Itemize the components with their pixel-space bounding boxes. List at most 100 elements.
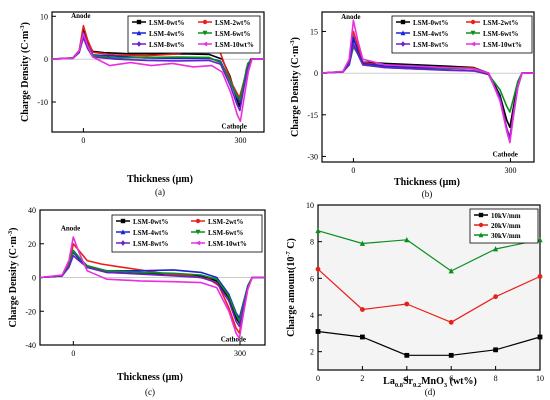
legend-swatch-marker bbox=[202, 30, 208, 36]
chart-panel-d: 2 4 6 8 10 0 2 4 6 8 10 La0.8Sr0.2MnO3 (wt%) Charge … bbox=[285, 201, 544, 397]
legend-entry: LSM-8wt% bbox=[133, 240, 168, 248]
legend: LSM-0wt% LSM-2wt% LSM-4wt% LSM-6wt% LSM-8wt%… bbox=[111, 214, 263, 253]
series-line-lsm-8wt- bbox=[51, 36, 264, 112]
y-tick-label: -30 bbox=[307, 152, 318, 161]
data-point bbox=[404, 236, 410, 243]
legend-entry: LSM-0wt% bbox=[413, 19, 448, 27]
legend-swatch-marker bbox=[202, 41, 208, 47]
legend-swatch-marker bbox=[478, 222, 484, 228]
data-point bbox=[360, 334, 365, 340]
panel-label: (b) bbox=[422, 189, 433, 199]
y-tick-label: 4 bbox=[310, 311, 314, 320]
y-tick-label: 10 bbox=[306, 201, 314, 210]
data-point bbox=[315, 266, 321, 272]
series-line-20kv-mm bbox=[317, 268, 541, 323]
legend-entry: LSM-8wt% bbox=[413, 41, 448, 49]
y-tick-label: 8 bbox=[310, 238, 314, 247]
legend-entry: LSM-6wt% bbox=[483, 30, 518, 38]
data-point bbox=[448, 268, 454, 274]
legend: LSM-0wt% LSM-2wt% LSM-4wt% LSM-6wt% LSM-8wt%… bbox=[391, 15, 533, 54]
x-tick-label: 4 bbox=[405, 374, 409, 383]
plot-frame bbox=[321, 11, 535, 163]
series-line-lsm-8wt- bbox=[321, 43, 534, 140]
legend-entry: LSM-6wt% bbox=[208, 229, 243, 237]
legend-entry: LSM-10wt% bbox=[208, 240, 247, 248]
y-tick-label: 10 bbox=[40, 12, 48, 21]
legend-swatch-marker bbox=[202, 19, 208, 25]
x-tick-label: 2 bbox=[360, 374, 364, 383]
data-point bbox=[359, 307, 365, 312]
legend-entry: LSM-0wt% bbox=[133, 218, 168, 226]
legend-swatch-marker bbox=[470, 41, 476, 47]
x-tick-label: 0 bbox=[71, 349, 75, 358]
legend-swatch-marker bbox=[120, 240, 126, 246]
legend-entry: LSM-4wt% bbox=[413, 30, 448, 38]
legend-swatch-marker bbox=[195, 218, 201, 224]
series-line-lsm-10wt- bbox=[39, 236, 265, 340]
data-point bbox=[537, 274, 543, 279]
legend-entry: LSM-10wt% bbox=[215, 41, 254, 49]
legend-entry: LSM-2wt% bbox=[215, 19, 250, 27]
y-tick-label: 0 bbox=[44, 55, 48, 64]
x-axis-label: Thickness (μm) bbox=[117, 372, 183, 383]
x-tick-label: 6 bbox=[449, 374, 453, 383]
y-tick-label: 15 bbox=[310, 27, 318, 36]
legend-entry: 30kV/mm bbox=[491, 232, 521, 240]
plot-frame bbox=[51, 11, 265, 133]
legend-swatch-marker bbox=[195, 240, 201, 246]
x-tick-label: 300 bbox=[234, 136, 246, 145]
x-tick-label: 0 bbox=[316, 374, 320, 383]
annotation-cathode: Cathode bbox=[493, 150, 518, 158]
y-axis-label: Charge Density (C·m-3) bbox=[289, 37, 301, 137]
legend-swatch-marker bbox=[400, 30, 406, 36]
x-tick-label: 0 bbox=[81, 136, 85, 145]
x-tick-label: 0 bbox=[351, 166, 355, 175]
legend-entry: LSM-0wt% bbox=[149, 19, 184, 27]
legend-box bbox=[391, 15, 533, 54]
y-tick-label: 0 bbox=[32, 274, 36, 283]
annotation-anode: Anode bbox=[61, 224, 80, 232]
series-line-lsm-10wt- bbox=[51, 32, 264, 123]
panel-label: (a) bbox=[155, 187, 165, 197]
legend: LSM-0wt% LSM-2wt% LSM-4wt% LSM-6wt% LSM-8wt%… bbox=[127, 15, 261, 54]
legend-swatch-marker bbox=[120, 229, 126, 235]
legend-entry: LSM-10wt% bbox=[483, 41, 522, 49]
x-tick-label: 8 bbox=[494, 374, 498, 383]
x-tick-label: 10 bbox=[536, 374, 544, 383]
plot-frame bbox=[317, 204, 541, 371]
data-point bbox=[493, 347, 498, 353]
legend-box bbox=[127, 15, 261, 54]
data-point bbox=[315, 329, 321, 334]
y-tick-label: 0 bbox=[314, 69, 318, 78]
data-point bbox=[404, 301, 410, 307]
legend-entry: LSM-6wt% bbox=[215, 30, 250, 38]
data-point bbox=[493, 294, 498, 300]
y-tick-label: 20 bbox=[28, 240, 36, 249]
legend-entry: LSM-4wt% bbox=[149, 30, 184, 38]
y-tick-label: 6 bbox=[310, 274, 314, 283]
series-line-lsm-6wt- bbox=[39, 249, 265, 323]
annotation-cathode: Cathode bbox=[221, 336, 246, 344]
legend-entry: 10kV/mm bbox=[491, 212, 521, 220]
x-axis-label: Thickness (μm) bbox=[127, 174, 193, 185]
y-tick-label: 40 bbox=[28, 206, 36, 215]
data-point bbox=[404, 352, 410, 358]
data-point bbox=[448, 319, 454, 325]
series-line-30kv-mm bbox=[317, 230, 541, 272]
legend-entry: 20kV/mm bbox=[491, 222, 521, 230]
legend-entry: LSM-2wt% bbox=[483, 19, 518, 27]
x-axis-label: La0.8Sr0.2MnO3 (wt%) bbox=[383, 376, 477, 389]
series-line-10kv-mm bbox=[317, 330, 541, 356]
legend: 10kV/mm 20kV/mm 30kV/mm bbox=[469, 208, 539, 244]
chart-panel-a: -10 0 10 0 300 Thickness (μm) Charge Density (… bbox=[19, 11, 265, 197]
annotation-anode: Anode bbox=[71, 12, 90, 20]
legend-swatch-marker bbox=[400, 19, 406, 25]
legend-box bbox=[111, 214, 263, 253]
legend-swatch-marker bbox=[478, 212, 484, 218]
data-point bbox=[448, 352, 454, 358]
legend-entry: LSM-2wt% bbox=[208, 218, 243, 226]
chart-panel-c: -40 -20 0 20 40 0 300 Thickness (μm) Charge Dens… bbox=[7, 206, 266, 397]
y-tick-label: -20 bbox=[25, 307, 36, 316]
y-tick-label: -40 bbox=[25, 341, 36, 350]
